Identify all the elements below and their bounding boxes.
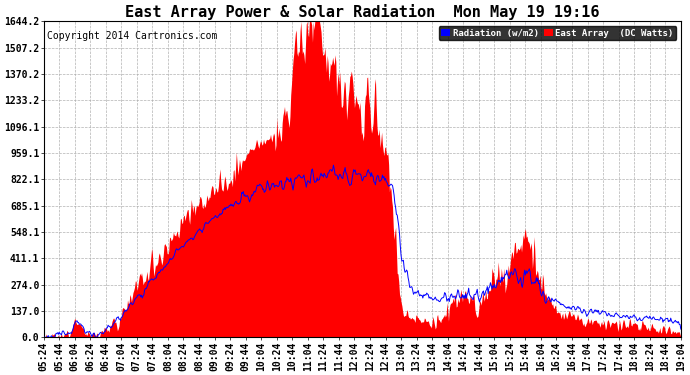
Title: East Array Power & Solar Radiation  Mon May 19 19:16: East Array Power & Solar Radiation Mon M… — [125, 4, 600, 20]
Legend: Radiation (w/m2), East Array  (DC Watts): Radiation (w/m2), East Array (DC Watts) — [439, 26, 676, 40]
Text: Copyright 2014 Cartronics.com: Copyright 2014 Cartronics.com — [47, 31, 217, 41]
